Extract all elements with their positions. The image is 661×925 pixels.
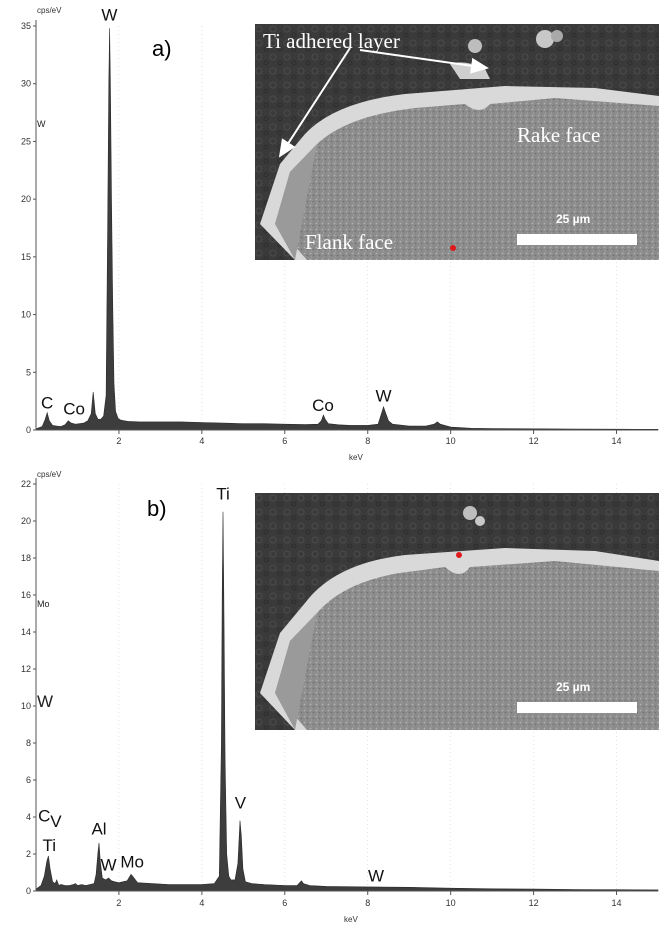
peak-label: W [375,387,391,406]
x-tick-label: 12 [529,436,539,446]
peak-label: C [41,394,53,413]
spectrum-panel-b: 2 4 6 8 10 12 14 0 2 4 6 8 10 12 14 16 18 20 22 cps/eV ke… [21,470,659,924]
y-tick-label: 16 [21,590,31,600]
panel-b-y-unit: cps/eV [37,470,62,479]
x-tick-label: 2 [116,436,121,446]
peak-label: Ti [43,836,57,855]
panel-a-label: a) [152,36,172,61]
peak-label: V [235,793,247,812]
red-spot-b-icon [456,552,462,558]
x-tick-label: 8 [365,436,370,446]
y-tick-label: 0 [26,425,31,435]
sem-inset-a: Ti adhered layer Rake face Flank face 25… [255,24,659,260]
y-tick-label: 22 [21,479,31,489]
y-tick-label: 14 [21,627,31,637]
y-tick-label: 10 [21,310,31,320]
peak-label: W [368,867,384,886]
inset-a-flank-face-label: Flank face [305,230,393,254]
panel-b-y-ticks: 0 2 4 6 8 10 12 14 16 18 20 22 [21,479,36,896]
x-tick-label: 14 [612,436,622,446]
panel-b-spectrum-area [35,511,659,892]
y-tick-label: 12 [21,664,31,674]
spectrum-panel-a: 2 4 6 8 10 12 14 0 5 10 15 20 25 30 35 cps/eV keV W a… [21,6,659,462]
panel-a-side-label: W [37,119,46,129]
inset-a-rake-face-label: Rake face [517,123,600,147]
x-tick-label: 10 [446,436,456,446]
x-tick-label: 4 [199,436,204,446]
y-tick-label: 2 [26,849,31,859]
panel-b-side-label-top: Mo [37,599,50,609]
y-tick-label: 8 [26,738,31,748]
panel-a-spectrum-area [35,28,659,431]
peak-label: W [101,855,117,874]
y-tick-label: 20 [21,516,31,526]
y-tick-label: 25 [21,136,31,146]
panel-b-label: b) [147,496,167,521]
x-tick-label: 10 [446,898,456,908]
panel-a-axes [35,20,658,431]
x-tick-label: 6 [282,436,287,446]
red-spot-a-icon [450,245,456,251]
x-tick-label: 8 [365,898,370,908]
inset-a-ti-layer-label: Ti adhered layer [263,29,400,53]
peak-label: V [50,812,62,831]
x-tick-label: 2 [116,898,121,908]
x-tick-label: 4 [199,898,204,908]
sem-inset-b: 25 µm [255,493,659,730]
panel-a-peak-labels: W C Co Co W [41,6,391,419]
y-tick-label: 4 [26,812,31,822]
peak-label: Co [63,399,85,418]
peak-label: W [101,6,117,25]
panel-b-x-unit: keV [344,915,358,924]
panel-b-side-label: W [37,692,53,711]
y-tick-label: 5 [26,367,31,377]
y-tick-label: 30 [21,79,31,89]
panel-a-x-unit: keV [349,453,363,462]
scalebar-b [517,702,637,713]
y-tick-label: 0 [26,886,31,896]
x-tick-label: 6 [282,898,287,908]
panel-a-x-ticks: 2 4 6 8 10 12 14 [116,430,622,446]
panel-a-y-unit: cps/eV [37,6,62,15]
y-tick-label: 18 [21,553,31,563]
y-tick-label: 10 [21,701,31,711]
peak-label: Co [312,396,334,415]
y-tick-label: 35 [21,21,31,31]
y-tick-label: 20 [21,194,31,204]
panel-b-axes [35,478,658,892]
panel-a-gridlines [118,26,617,430]
peak-label: Mo [120,853,144,872]
x-tick-label: 12 [529,898,539,908]
peak-label: Al [91,819,106,838]
panel-a-y-ticks: 0 5 10 15 20 25 30 35 [21,21,36,435]
scalebar-a [517,234,637,245]
panel-b-x-ticks: 2 4 6 8 10 12 14 [116,891,622,908]
inset-b-scalebar-label: 25 µm [556,680,590,694]
y-tick-label: 15 [21,252,31,262]
x-tick-label: 14 [612,898,622,908]
peak-label: C [38,806,50,825]
inset-a-scalebar-label: 25 µm [556,212,590,226]
y-tick-label: 6 [26,775,31,785]
peak-label: Ti [216,485,230,504]
